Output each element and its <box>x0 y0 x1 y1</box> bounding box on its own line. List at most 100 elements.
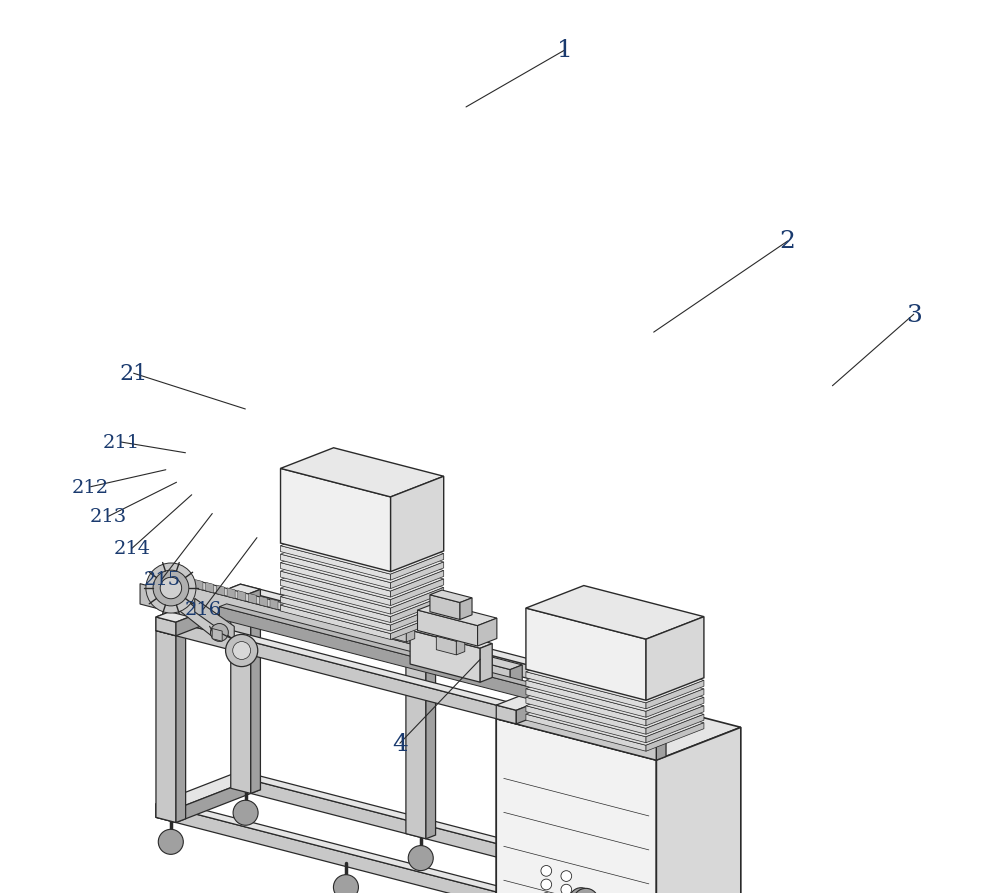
Polygon shape <box>418 611 478 646</box>
Polygon shape <box>231 775 731 894</box>
Polygon shape <box>281 526 444 575</box>
Polygon shape <box>195 599 234 640</box>
Polygon shape <box>281 580 391 614</box>
Circle shape <box>541 879 552 890</box>
Polygon shape <box>646 617 704 701</box>
Polygon shape <box>526 680 646 718</box>
Polygon shape <box>195 580 203 590</box>
Circle shape <box>561 871 572 881</box>
Polygon shape <box>281 571 391 606</box>
Polygon shape <box>591 691 601 881</box>
Polygon shape <box>313 611 321 620</box>
Polygon shape <box>388 629 396 640</box>
Polygon shape <box>496 719 516 894</box>
Polygon shape <box>391 596 444 623</box>
Polygon shape <box>176 776 260 822</box>
Polygon shape <box>281 588 391 623</box>
Polygon shape <box>356 612 365 629</box>
Polygon shape <box>185 581 522 670</box>
Polygon shape <box>452 646 460 657</box>
Polygon shape <box>656 743 666 760</box>
Polygon shape <box>496 719 656 894</box>
Polygon shape <box>430 590 472 603</box>
Polygon shape <box>474 652 482 662</box>
Polygon shape <box>281 602 289 612</box>
Polygon shape <box>249 594 257 604</box>
Polygon shape <box>391 571 444 597</box>
Circle shape <box>233 800 258 825</box>
Circle shape <box>573 889 598 894</box>
Polygon shape <box>281 568 444 617</box>
Polygon shape <box>526 683 704 737</box>
Circle shape <box>333 874 358 894</box>
Polygon shape <box>391 588 444 614</box>
Circle shape <box>210 624 228 642</box>
Polygon shape <box>526 672 646 709</box>
Polygon shape <box>516 721 526 894</box>
Polygon shape <box>156 771 260 809</box>
Polygon shape <box>526 658 704 712</box>
Text: 4: 4 <box>392 732 408 755</box>
Text: 211: 211 <box>103 434 140 451</box>
Polygon shape <box>496 892 656 894</box>
Circle shape <box>569 888 593 894</box>
Polygon shape <box>496 705 516 724</box>
Circle shape <box>158 830 183 855</box>
Polygon shape <box>156 804 656 894</box>
Polygon shape <box>478 619 497 646</box>
Circle shape <box>146 563 196 613</box>
Polygon shape <box>442 644 450 654</box>
Polygon shape <box>281 597 391 631</box>
Circle shape <box>541 865 552 876</box>
Polygon shape <box>156 804 176 822</box>
Polygon shape <box>212 628 222 642</box>
Polygon shape <box>646 689 704 718</box>
Polygon shape <box>591 678 601 695</box>
Polygon shape <box>656 728 741 894</box>
Text: 1: 1 <box>557 39 573 63</box>
Polygon shape <box>410 630 480 682</box>
Circle shape <box>541 893 552 894</box>
Polygon shape <box>526 675 704 729</box>
Polygon shape <box>281 605 391 640</box>
Polygon shape <box>456 638 465 655</box>
Circle shape <box>408 846 433 871</box>
Polygon shape <box>336 611 356 629</box>
Polygon shape <box>185 586 510 690</box>
Polygon shape <box>406 647 426 839</box>
Text: 215: 215 <box>144 570 181 588</box>
Polygon shape <box>231 771 741 894</box>
Polygon shape <box>238 591 246 602</box>
Polygon shape <box>259 596 267 607</box>
Circle shape <box>561 884 572 894</box>
Text: 2: 2 <box>780 231 796 253</box>
Polygon shape <box>176 632 186 822</box>
Circle shape <box>226 635 258 667</box>
Polygon shape <box>231 602 251 794</box>
Polygon shape <box>646 680 704 709</box>
Polygon shape <box>391 477 444 572</box>
Polygon shape <box>281 560 444 609</box>
Polygon shape <box>391 604 444 631</box>
Polygon shape <box>646 697 704 726</box>
Polygon shape <box>496 686 741 760</box>
Polygon shape <box>418 603 497 626</box>
Text: 214: 214 <box>113 540 150 558</box>
Text: 3: 3 <box>906 303 922 326</box>
Polygon shape <box>219 607 540 702</box>
Text: 216: 216 <box>185 601 222 619</box>
Circle shape <box>160 578 182 599</box>
Polygon shape <box>646 706 704 735</box>
Polygon shape <box>176 590 260 636</box>
Polygon shape <box>177 593 217 640</box>
Polygon shape <box>336 607 365 616</box>
Polygon shape <box>377 627 385 637</box>
Polygon shape <box>496 672 601 711</box>
Polygon shape <box>426 648 436 839</box>
Polygon shape <box>526 586 704 639</box>
Polygon shape <box>526 692 704 746</box>
Polygon shape <box>526 697 646 735</box>
Circle shape <box>233 642 251 660</box>
Polygon shape <box>480 644 492 682</box>
Polygon shape <box>270 599 278 610</box>
